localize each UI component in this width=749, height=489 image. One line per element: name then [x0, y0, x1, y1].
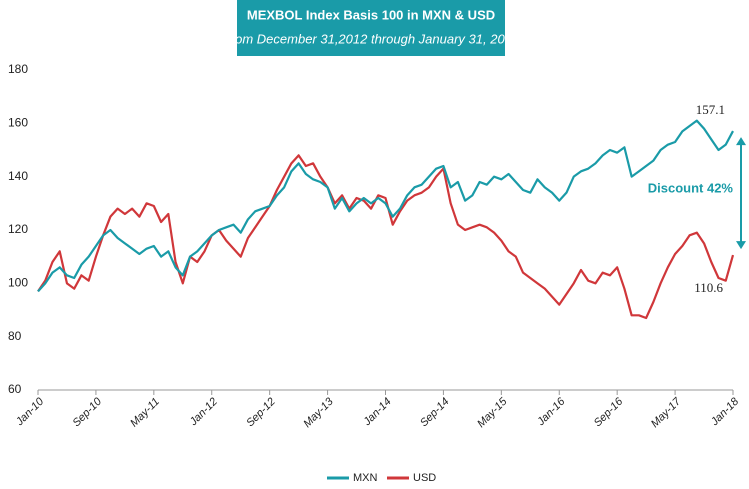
legend-label: MXN [353, 472, 378, 484]
legend-label: USD [413, 472, 436, 484]
chart-title: MEXBOL Index Basis 100 in MXN & USD [247, 7, 495, 22]
y-tick-label: 60 [8, 382, 22, 396]
annotation: Discount 42% [648, 181, 734, 196]
x-tick-label: Sep-12 [244, 396, 278, 430]
x-tick-label: Sep-16 [592, 395, 626, 429]
arrow-head [736, 241, 746, 250]
y-tick-label: 100 [8, 276, 28, 290]
line-series [37, 119, 734, 293]
x-tick-label: Sep-10 [71, 395, 105, 429]
x-tick-label: Jan-18 [708, 395, 742, 429]
x-tick-label: May-13 [301, 395, 336, 430]
chart-subtitle: From December 31,2012 through January 31… [223, 31, 520, 46]
arrow-head [736, 137, 746, 146]
annotation: 157.1 [696, 102, 725, 117]
title-box [237, 0, 505, 56]
x-tick-label: May-17 [649, 395, 684, 430]
x-tick-label: Jan-12 [187, 396, 220, 429]
x-tick-label: May-11 [128, 396, 162, 430]
x-tick-label: May-15 [475, 395, 510, 430]
annotation: 110.6 [694, 280, 723, 295]
x-tick-label: Jan-14 [361, 396, 394, 429]
x-tick-label: Sep-14 [418, 396, 452, 430]
x-tick-label: Jan-16 [534, 395, 568, 429]
line-series [37, 154, 735, 320]
x-tick-label: Jan-10 [13, 395, 47, 429]
y-tick-label: 180 [8, 62, 28, 76]
y-tick-label: 160 [8, 116, 28, 130]
y-tick-label: 80 [8, 329, 22, 343]
y-tick-label: 140 [8, 169, 28, 183]
y-tick-label: 120 [8, 222, 28, 236]
